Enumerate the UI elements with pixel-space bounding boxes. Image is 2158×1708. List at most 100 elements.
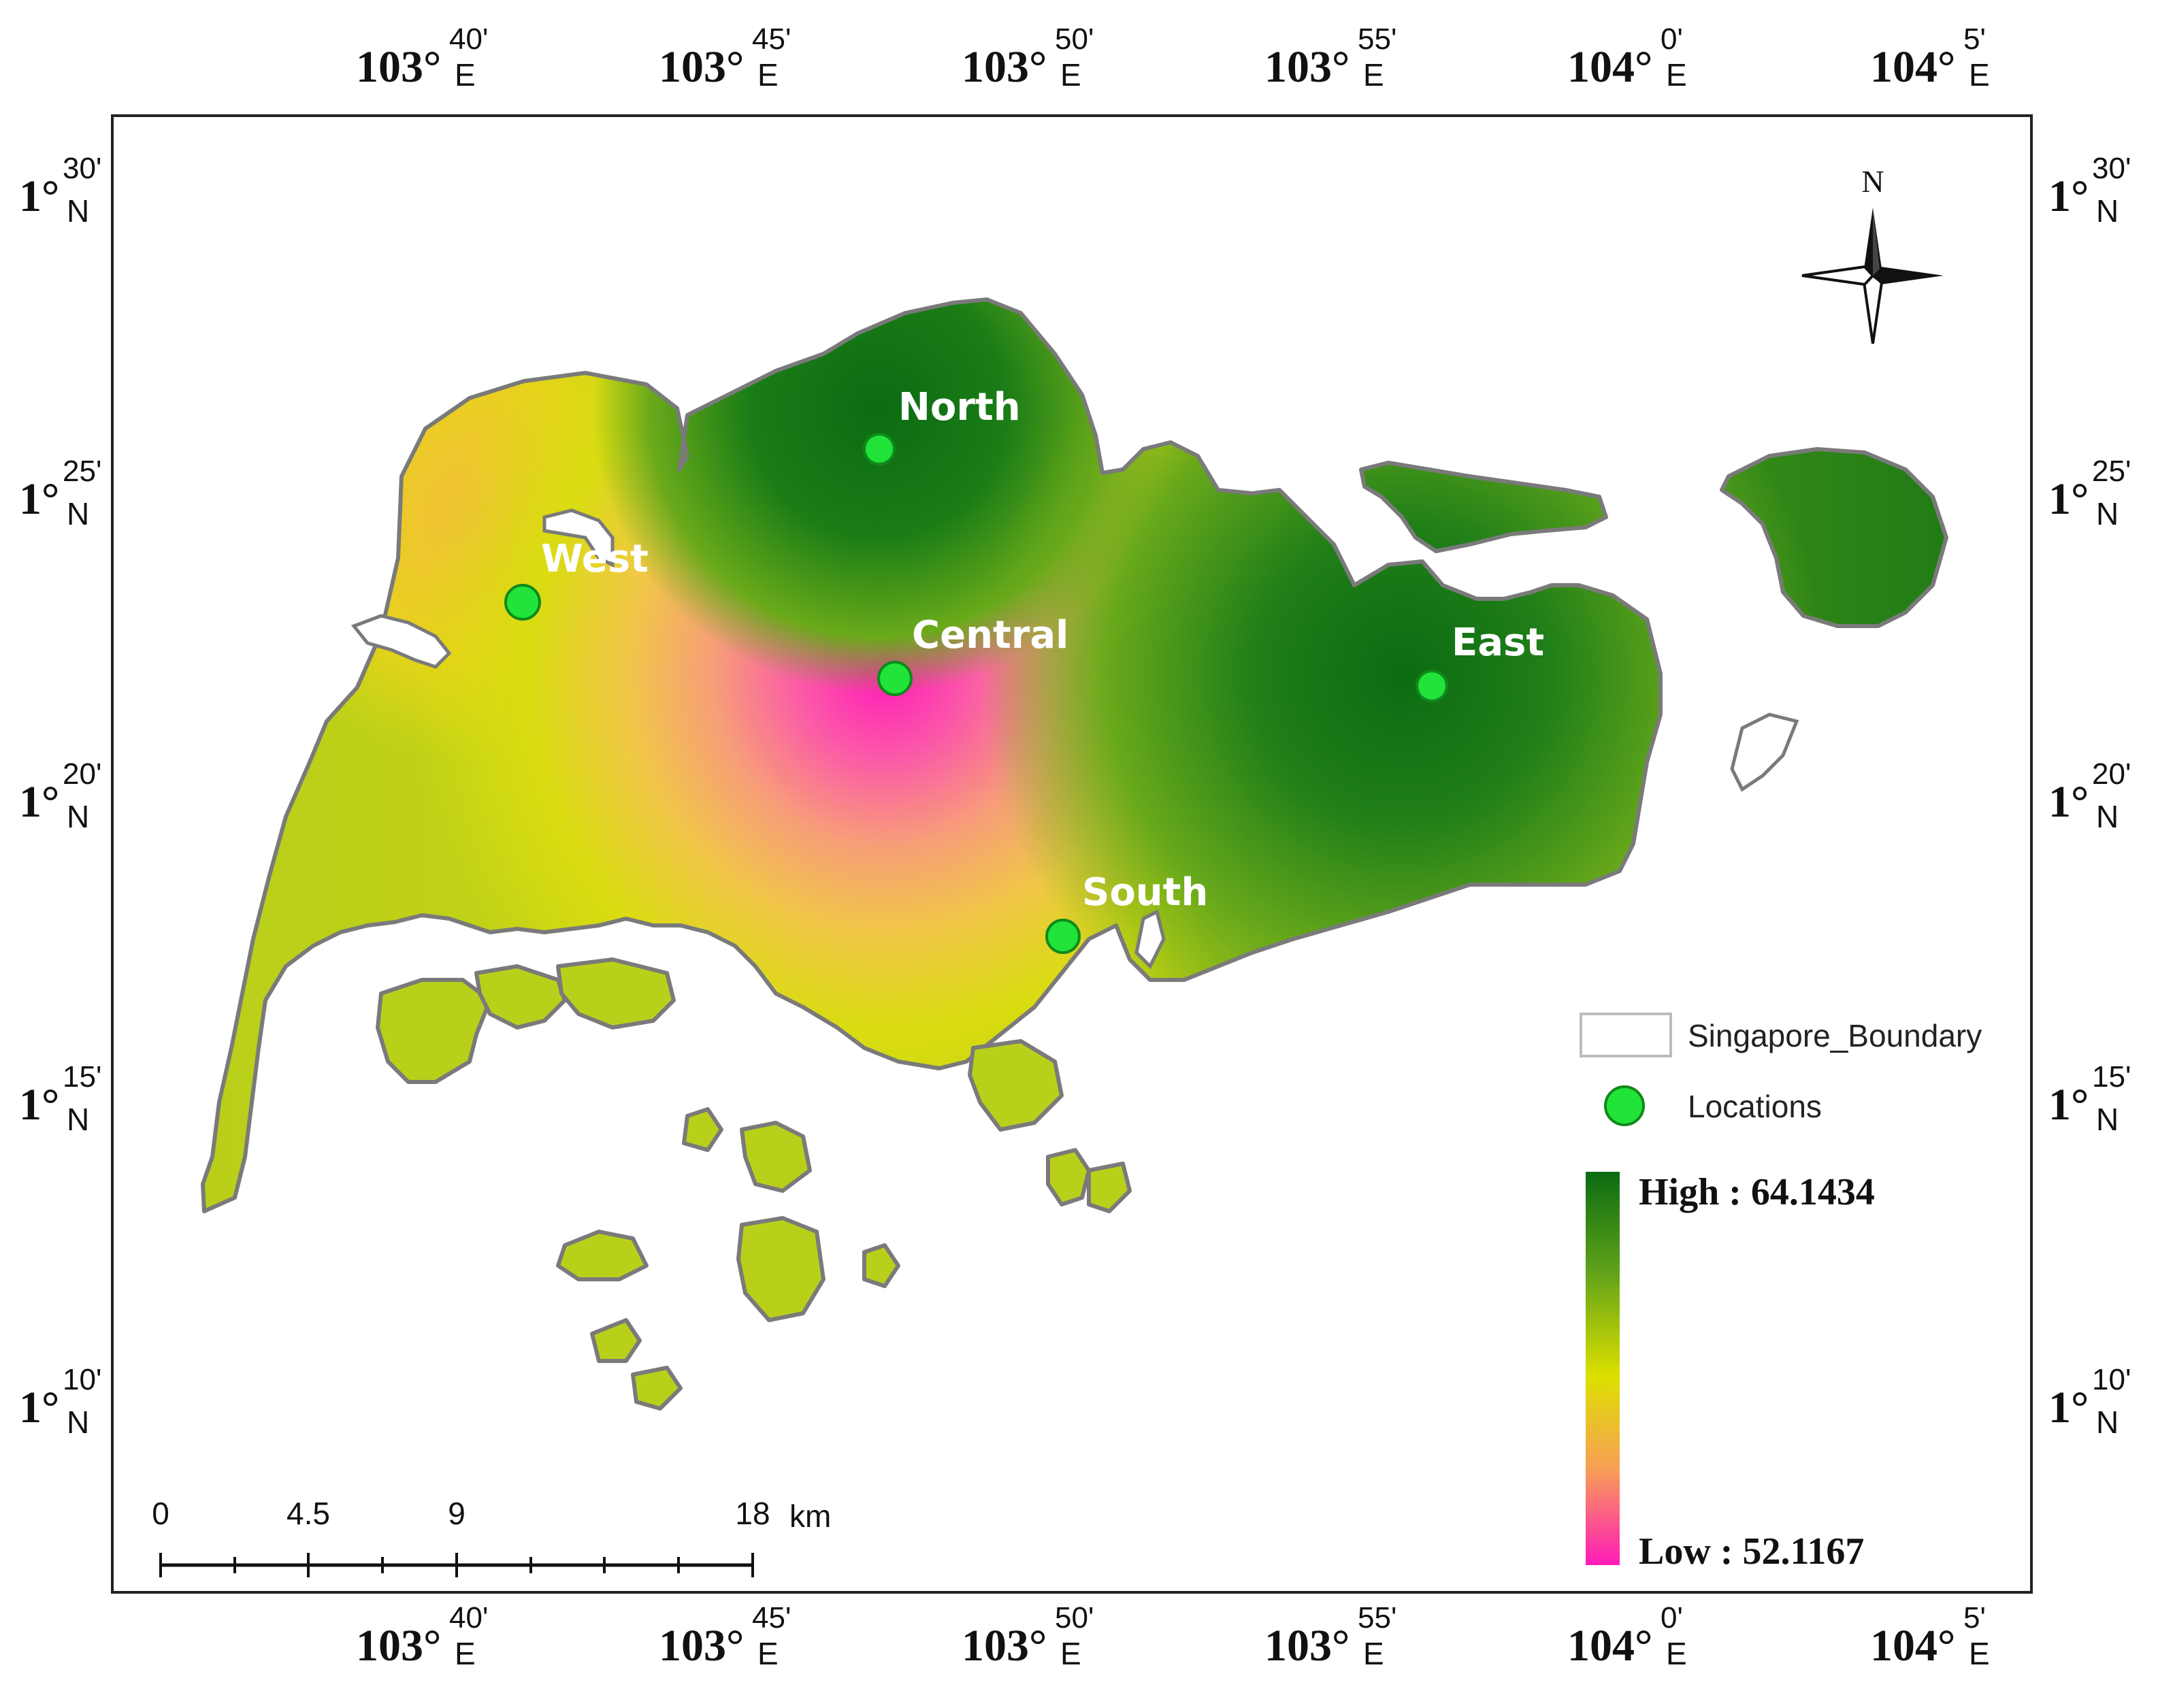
scale-label-4-5: 4.5 xyxy=(287,1496,330,1531)
lon-direction: E xyxy=(1969,57,1990,93)
lon-label-bottom: 103° 45' E xyxy=(659,1601,791,1671)
location-marker-east[interactable]: East xyxy=(1416,621,1544,702)
north-label: N xyxy=(1861,164,1884,199)
lon-minutes: 5' xyxy=(1963,1601,1986,1635)
lon-degrees: 103° xyxy=(1264,42,1350,92)
lon-minutes: 40' xyxy=(449,1601,488,1635)
location-marker-south[interactable]: South xyxy=(1045,870,1208,954)
lon-minutes: 5' xyxy=(1963,22,1986,56)
lon-direction: E xyxy=(455,1636,476,1671)
southern-islands xyxy=(376,957,1132,1411)
lat-degrees: 1° xyxy=(19,474,59,524)
lat-minutes: 10' xyxy=(63,1363,101,1396)
lon-minutes: 45' xyxy=(752,1601,791,1635)
lon-minutes: 40' xyxy=(449,22,488,56)
lat-degrees: 1° xyxy=(19,777,59,827)
scale-label-0: 0 xyxy=(152,1496,169,1531)
top-longitude-axis: 103° 40' E 103° 45' E 103° 50' E 103° 55… xyxy=(356,22,1990,93)
compass-rose-icon: N xyxy=(1801,164,1944,344)
lon-degrees: 103° xyxy=(356,42,441,92)
lat-degrees: 1° xyxy=(2048,777,2089,827)
lon-minutes: 55' xyxy=(1358,22,1396,56)
lon-degrees: 104° xyxy=(1870,1621,1955,1671)
lat-label-left: 1° 20' N xyxy=(19,757,101,834)
lon-degrees: 103° xyxy=(962,1621,1047,1671)
lat-label-left: 1° 15' N xyxy=(19,1060,101,1137)
bottom-longitude-axis: 103° 40' E 103° 45' E 103° 50' E 103° 55… xyxy=(356,1601,1990,1671)
lon-direction: E xyxy=(1363,1636,1384,1671)
scale-label-9: 9 xyxy=(448,1496,465,1531)
lon-label-top: 103° 40' E xyxy=(356,22,488,93)
location-label: West xyxy=(541,537,649,581)
lon-label-top: 103° 55' E xyxy=(1264,22,1396,93)
lon-label-bottom: 103° 50' E xyxy=(962,1601,1094,1671)
lon-degrees: 104° xyxy=(1567,1621,1652,1671)
scale-bar: 0 4.5 9 18 km xyxy=(152,1496,831,1577)
lon-label-top: 103° 50' E xyxy=(962,22,1094,93)
lon-minutes: 50' xyxy=(1055,1601,1094,1635)
lat-direction: N xyxy=(2096,1405,2119,1440)
lat-direction: N xyxy=(67,1405,89,1440)
lon-label-bottom: 103° 55' E xyxy=(1264,1601,1396,1671)
lat-minutes: 15' xyxy=(2092,1060,2131,1094)
lon-label-top: 103° 45' E xyxy=(659,22,791,93)
lat-degrees: 1° xyxy=(2048,1080,2089,1130)
location-marker-central[interactable]: Central xyxy=(877,613,1068,696)
lat-minutes: 10' xyxy=(2092,1363,2131,1396)
lon-minutes: 45' xyxy=(752,22,791,56)
lon-degrees: 104° xyxy=(1567,42,1652,92)
lon-direction: E xyxy=(1363,57,1384,93)
locations-legend-swatch xyxy=(1604,1085,1645,1126)
left-latitude-axis: 1° 30' N 1° 25' N 1° 20' N 1° 15' N 1° 1… xyxy=(19,152,101,1440)
location-marker-north[interactable]: North xyxy=(863,385,1021,465)
lat-direction: N xyxy=(2096,1102,2119,1137)
lat-minutes: 15' xyxy=(63,1060,101,1094)
lon-degrees: 103° xyxy=(1264,1621,1350,1671)
lon-degrees: 103° xyxy=(962,42,1047,92)
map-frame xyxy=(111,114,2033,1594)
location-marker-west[interactable]: West xyxy=(504,537,649,621)
locations-legend-label: Locations xyxy=(1688,1089,1822,1124)
lat-direction: N xyxy=(67,193,89,229)
lon-label-bottom: 104° 5' E xyxy=(1870,1601,1990,1671)
boundary-legend-swatch xyxy=(1580,1013,1672,1057)
lon-direction: E xyxy=(1969,1636,1990,1671)
lon-minutes: 0' xyxy=(1661,1601,1683,1635)
lon-label-bottom: 103° 40' E xyxy=(356,1601,488,1671)
scale-unit: km xyxy=(789,1498,831,1534)
lon-degrees: 103° xyxy=(356,1621,441,1671)
lon-direction: E xyxy=(1666,1636,1687,1671)
lat-minutes: 30' xyxy=(2092,152,2131,185)
lat-label-right: 1° 25' N xyxy=(2048,455,2131,531)
lat-label-right: 1° 30' N xyxy=(2048,152,2131,229)
lat-label-left: 1° 30' N xyxy=(19,152,101,229)
lat-minutes: 20' xyxy=(63,757,101,791)
lat-direction: N xyxy=(67,1102,89,1137)
lon-label-bottom: 104° 0' E xyxy=(1567,1601,1687,1671)
lon-direction: E xyxy=(1060,57,1081,93)
lat-direction: N xyxy=(2096,799,2119,834)
lon-degrees: 103° xyxy=(659,1621,744,1671)
interpolated-surface xyxy=(203,299,1946,1211)
lon-direction: E xyxy=(1666,57,1687,93)
location-markers: North West Central East South xyxy=(504,385,1544,954)
lat-minutes: 25' xyxy=(63,455,101,488)
lat-direction: N xyxy=(67,799,89,834)
lon-degrees: 103° xyxy=(659,42,744,92)
lon-direction: E xyxy=(757,57,779,93)
lon-degrees: 104° xyxy=(1870,42,1955,92)
lat-label-right: 1° 15' N xyxy=(2048,1060,2131,1137)
lon-minutes: 55' xyxy=(1358,1601,1396,1635)
lat-minutes: 30' xyxy=(63,152,101,185)
lat-degrees: 1° xyxy=(19,1080,59,1130)
legend: Singapore_Boundary Locations High : 64.1… xyxy=(1580,1013,1982,1573)
lat-minutes: 20' xyxy=(2092,757,2131,791)
location-label: North xyxy=(898,385,1021,429)
lon-direction: E xyxy=(455,57,476,93)
right-latitude-axis: 1° 30' N 1° 25' N 1° 20' N 1° 15' N 1° 1… xyxy=(2048,152,2131,1440)
ramp-low-label: Low : 52.1167 xyxy=(1639,1530,1864,1573)
lat-minutes: 25' xyxy=(2092,455,2131,488)
lat-direction: N xyxy=(2096,496,2119,531)
lat-label-right: 1° 20' N xyxy=(2048,757,2131,834)
